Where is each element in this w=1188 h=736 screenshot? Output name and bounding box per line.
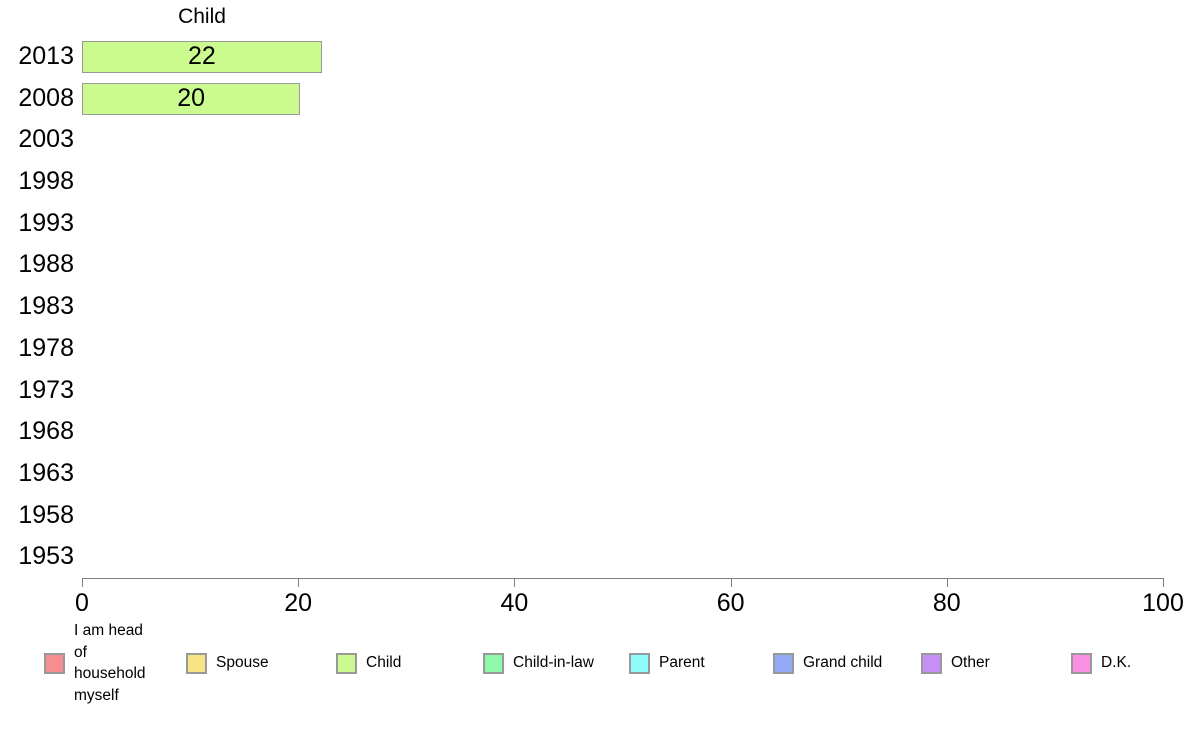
y-tick-label: 2013 [18, 42, 74, 70]
legend: I am head of household myself Spouse Child… [0, 622, 1188, 704]
y-tick-label: 1958 [18, 500, 74, 529]
chart-row-1988: 1988 [0, 244, 1188, 286]
chart-row-2013: 2013 22 [0, 36, 1188, 78]
legend-item: D.K. [1071, 629, 1131, 697]
y-tick-label: 1983 [18, 292, 74, 321]
legend-swatch-icon [1071, 652, 1092, 674]
x-tick-label: 100 [1142, 589, 1184, 617]
legend-item: Other [921, 629, 990, 697]
legend-label: Other [951, 654, 990, 672]
x-tick-label: 0 [75, 589, 89, 617]
y-tick-label: 1978 [18, 333, 74, 362]
chart-row-2003: 2003 [0, 119, 1188, 161]
x-tick [1163, 578, 1164, 587]
y-tick-label: 2008 [18, 83, 74, 112]
bar-value-label: 22 [188, 42, 216, 71]
y-tick-label: 1998 [18, 167, 74, 196]
x-tick [82, 578, 83, 587]
y-tick-label: 2003 [18, 125, 74, 154]
legend-label: Child-in-law [513, 654, 594, 672]
x-tick-label: 20 [284, 589, 313, 617]
chart-row-1968: 1968 [0, 411, 1188, 453]
legend-item: I am head of household myself [44, 622, 158, 704]
chart-row-1973: 1973 [0, 370, 1188, 412]
chart-row-1993: 1993 [0, 203, 1188, 245]
y-tick-label: 1988 [18, 250, 74, 279]
x-tick-label: 80 [932, 589, 961, 617]
chart-row-1978: 1978 [0, 328, 1188, 370]
x-tick [514, 578, 516, 587]
legend-label: Grand child [803, 654, 883, 672]
chart-row-1958: 1958 [0, 495, 1188, 537]
legend-label: D.K. [1101, 654, 1132, 672]
y-tick-label: 1993 [18, 208, 74, 237]
x-tick [730, 578, 732, 587]
chart-row-1963: 1963 [0, 453, 1188, 495]
x-axis-line [82, 578, 1163, 579]
x-axis: 0 20 40 60 80 100 [0, 578, 1188, 628]
legend-swatch-icon [921, 652, 942, 674]
legend-item: Grand child [773, 629, 882, 697]
chart-row-1983: 1983 [0, 286, 1188, 328]
chart-row-1953: 1953 [0, 536, 1188, 578]
legend-item: Child-in-law [483, 629, 594, 697]
legend-swatch-icon [773, 652, 794, 674]
chart-row-1998: 1998 [0, 161, 1188, 203]
legend-label: I am head of household myself [74, 622, 146, 704]
legend-item: Child [336, 629, 401, 697]
bar-2008: 20 [82, 82, 301, 115]
legend-swatch-icon [336, 652, 357, 674]
y-tick-label: 1953 [18, 542, 74, 571]
legend-swatch-icon [629, 652, 650, 674]
y-tick-label: 1963 [18, 458, 74, 487]
legend-label: Parent [659, 654, 705, 672]
legend-swatch-icon [44, 652, 65, 674]
x-tick [298, 578, 300, 587]
legend-swatch-icon [483, 652, 504, 674]
legend-label: Child [366, 654, 402, 672]
y-tick-label: 1968 [18, 417, 74, 446]
bar-value-label: 20 [177, 84, 205, 113]
legend-label: Spouse [216, 654, 269, 672]
bar-2013: 22 [82, 40, 322, 73]
plot-area: 2013 22 2008 20 2003 1998 1993 1988 1983 1978 1973… [0, 36, 1188, 578]
legend-item: Parent [629, 629, 705, 697]
chart-row-2008: 2008 20 [0, 78, 1188, 120]
x-tick-label: 40 [500, 589, 529, 617]
y-tick-label: 1973 [18, 375, 74, 404]
legend-swatch-icon [186, 652, 207, 674]
x-tick [946, 578, 948, 587]
chart-title: Child [178, 5, 226, 28]
legend-item: Spouse [186, 629, 269, 697]
x-tick-label: 60 [716, 589, 745, 617]
